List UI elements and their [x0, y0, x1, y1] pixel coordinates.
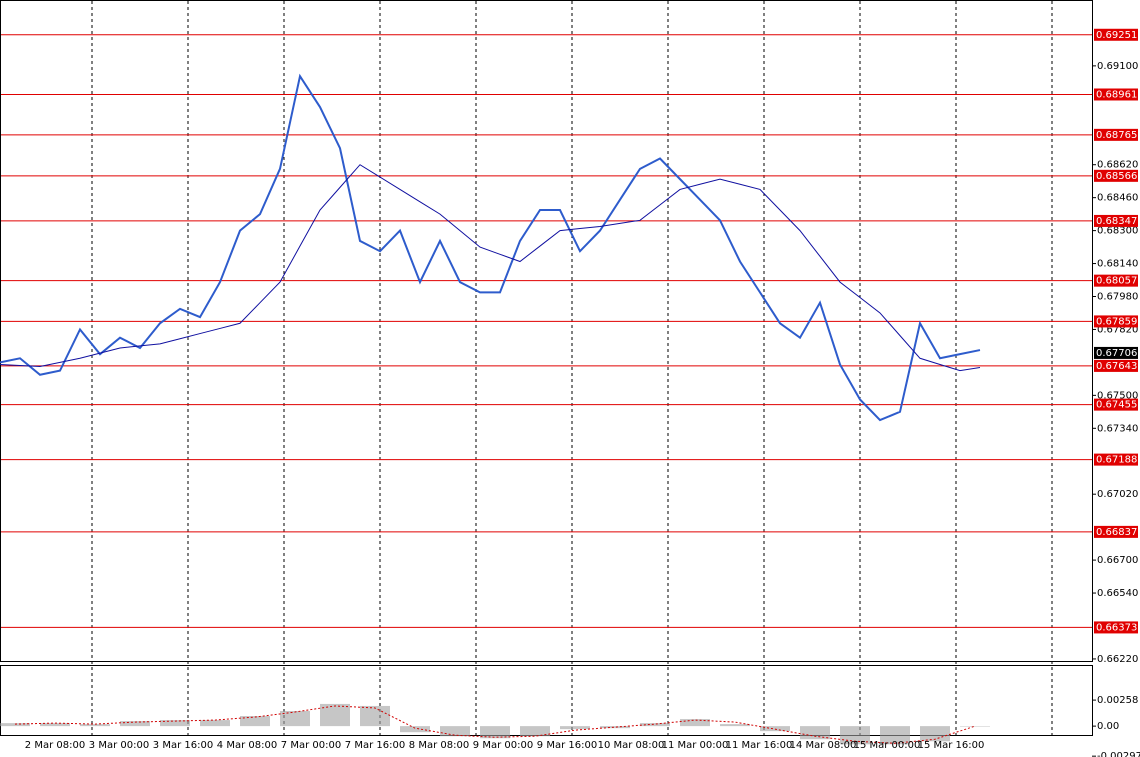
x-tick-label: 3 Mar 16:00 [153, 740, 213, 751]
level-label-box [1094, 398, 1138, 411]
price-line [0, 164, 981, 372]
level-label-box [1094, 621, 1138, 634]
macd-bar [840, 726, 870, 745]
macd-bar [640, 723, 670, 727]
x-tick-label: 7 Mar 00:00 [281, 740, 341, 751]
macd-bar [600, 726, 630, 729]
macd-bar [240, 716, 270, 727]
current-price-label: 0.67706 [1096, 348, 1137, 359]
level-label-box [1094, 128, 1138, 141]
x-tick-label: 8 Mar 08:00 [409, 740, 469, 751]
level-label-box [1094, 359, 1138, 372]
y-tick-label: 0.66540 [1097, 588, 1138, 599]
level-label-box [1094, 315, 1138, 328]
price-line [0, 73, 981, 422]
y-tick-label: 0.68620 [1097, 160, 1138, 171]
y-tick-label: 0.68300 [1097, 226, 1138, 237]
level-label: 0.68057 [1096, 276, 1137, 287]
level-label: 0.68961 [1096, 89, 1137, 100]
macd-bar [40, 723, 70, 727]
level-label: 0.67455 [1096, 400, 1137, 411]
y-tick-label: 0.66220 [1097, 654, 1138, 665]
macd-bar [0, 723, 30, 727]
x-tick-label: 9 Mar 16:00 [537, 740, 597, 751]
macd-bar [800, 726, 830, 740]
macd-bar [520, 726, 550, 737]
y-tick-label: 0.68460 [1097, 193, 1138, 204]
macd-tick-label: 0.00258 [1097, 695, 1138, 706]
macd-bar [440, 726, 470, 737]
macd-bar [120, 721, 150, 727]
macd-bar [880, 726, 910, 745]
macd-bar [720, 724, 750, 727]
x-tick-label: 14 Mar 08:00 [790, 740, 857, 751]
x-tick-label: 11 Mar 00:00 [662, 740, 729, 751]
macd-bar [960, 726, 990, 727]
y-tick-label: 0.67340 [1097, 423, 1138, 434]
level-label-box [1094, 274, 1138, 287]
macd-bar [280, 710, 310, 727]
macd-bar [320, 703, 350, 727]
x-tick-label: 10 Mar 08:00 [598, 740, 665, 751]
macd-bar [760, 726, 790, 732]
x-tick-label: 3 Mar 00:00 [89, 740, 149, 751]
y-tick-label: 0.68140 [1097, 259, 1138, 270]
level-label-box [1094, 28, 1138, 41]
x-tick-label: 7 Mar 16:00 [345, 740, 405, 751]
x-tick-label: 15 Mar 00:00 [854, 740, 921, 751]
macd-bar [920, 726, 950, 742]
level-label: 0.69251 [1096, 30, 1137, 41]
macd-bar [200, 720, 230, 727]
macd-tick-label: 0.00 [1097, 721, 1119, 732]
macd-bar [360, 705, 390, 727]
macd-bar [560, 726, 590, 730]
level-label-box [1094, 453, 1138, 466]
y-tick-label: 0.66700 [1097, 555, 1138, 566]
level-label: 0.67643 [1096, 361, 1137, 372]
y-tick-label: 0.67500 [1097, 390, 1138, 401]
x-tick-label: 11 Mar 16:00 [726, 740, 793, 751]
signal-line [14, 705, 976, 744]
macd-bar [160, 720, 190, 727]
macd-tick-label: -0.002977 [1097, 751, 1140, 757]
level-label: 0.66373 [1096, 622, 1137, 633]
level-label-box [1094, 88, 1138, 101]
level-label: 0.68765 [1096, 130, 1137, 141]
main-frame [0, 0, 1093, 662]
x-tick-label: 2 Mar 08:00 [25, 740, 85, 751]
macd-bar [480, 726, 510, 739]
x-tick-label: 15 Mar 16:00 [918, 740, 985, 751]
x-tick-label: 9 Mar 00:00 [473, 740, 533, 751]
y-tick-label: 0.67820 [1097, 324, 1138, 335]
y-tick-label: 0.67980 [1097, 292, 1138, 303]
level-label-box [1094, 525, 1138, 538]
level-label: 0.67188 [1096, 455, 1137, 466]
level-label: 0.66837 [1096, 527, 1137, 538]
macd-bar [400, 726, 430, 733]
macd-bar [680, 719, 710, 727]
level-label: 0.68566 [1096, 171, 1137, 182]
x-tick-label: 4 Mar 08:00 [217, 740, 277, 751]
level-label: 0.67859 [1096, 316, 1137, 327]
level-label: 0.68347 [1096, 216, 1137, 227]
y-tick-label: 0.67020 [1097, 489, 1138, 500]
price-label-box [1094, 346, 1138, 359]
macd-bar [80, 724, 110, 727]
level-label-box [1094, 214, 1138, 227]
level-label-box [1094, 169, 1138, 182]
y-tick-label: 0.69100 [1097, 61, 1138, 72]
